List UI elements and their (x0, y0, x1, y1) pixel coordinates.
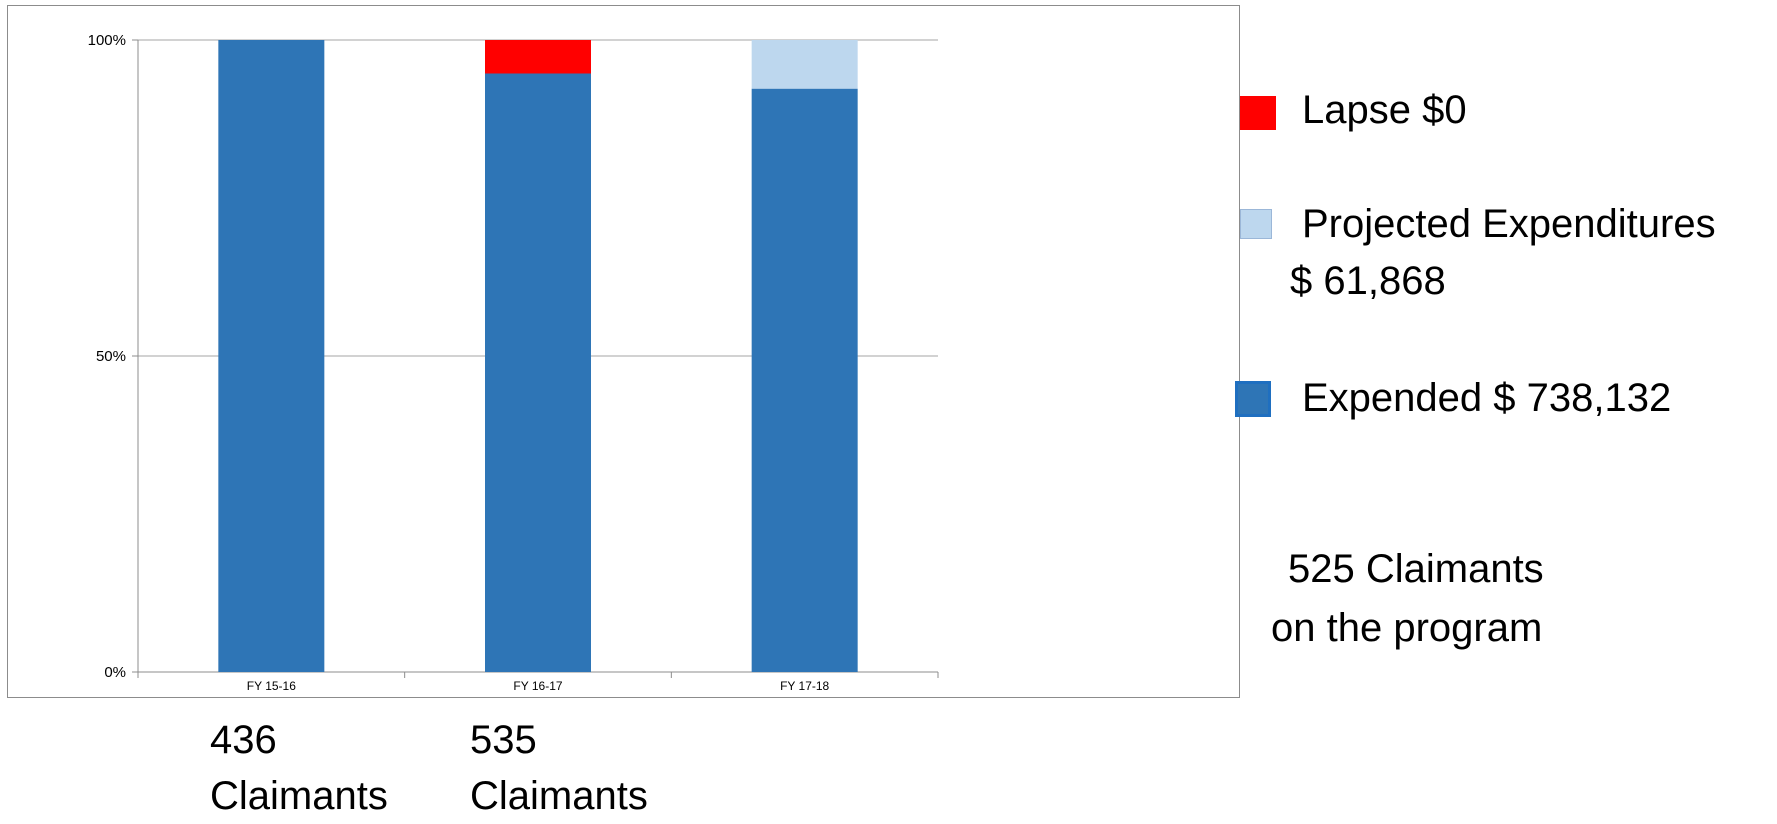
legend-label-lapse: Lapse $0 (1302, 88, 1467, 132)
y-tick-label: 50% (96, 348, 126, 365)
stacked-bar-chart: 0% 50% 100% FY 15-16 FY 16-17 FY 17-18 (88, 32, 939, 693)
claimant-count-fy15-16-label: Claimants (210, 774, 388, 818)
x-tick-label: FY 16-17 (513, 679, 562, 693)
x-tick-label: FY 17-18 (780, 679, 829, 693)
bar-expended (485, 73, 591, 673)
y-tick-label: 100% (88, 32, 126, 49)
bar-projected (751, 40, 858, 89)
legend-label-projected-line1: Projected Expenditures (1302, 202, 1716, 246)
claimant-count-fy16-17-number: 535 (470, 718, 537, 762)
legend-swatch-expended (1235, 381, 1271, 417)
claimants-note-line1: 525 Claimants (1288, 547, 1544, 591)
bar-lapse (485, 40, 591, 74)
x-tick-label: FY 15-16 (247, 679, 296, 693)
bar-expended (218, 40, 325, 672)
y-tick-label: 0% (104, 664, 126, 681)
legend-swatch-projected (1240, 209, 1272, 239)
legend-swatch-lapse (1240, 96, 1276, 130)
bar-expended (751, 88, 858, 672)
legend-label-projected-line2: $ 61,868 (1290, 259, 1446, 303)
claimants-note-line2: on the program (1271, 606, 1543, 650)
claimant-count-fy15-16-number: 436 (210, 718, 277, 762)
chart-frame: 0% 50% 100% FY 15-16 FY 16-17 FY 17-18 (7, 5, 1240, 698)
legend-label-expended: Expended $ 738,132 (1302, 376, 1672, 420)
claimant-count-fy16-17-label: Claimants (470, 774, 648, 818)
